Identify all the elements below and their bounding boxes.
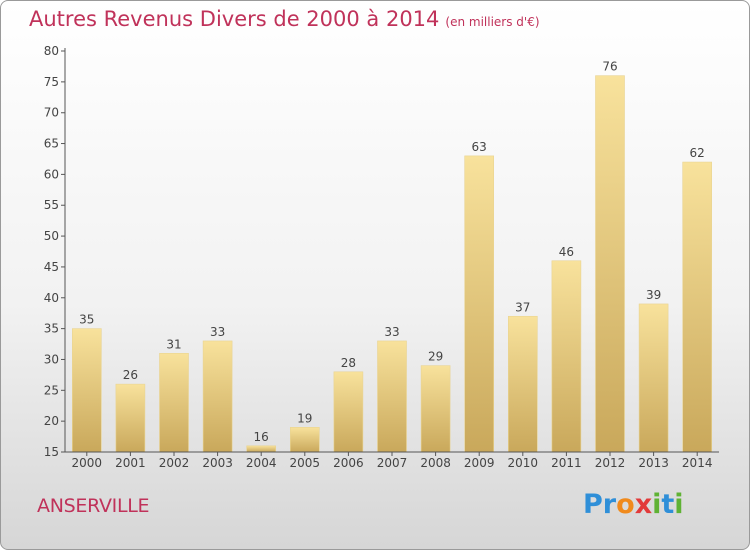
bar-value-label: 63 bbox=[472, 140, 487, 154]
x-tick-label: 2007 bbox=[377, 456, 408, 470]
bar bbox=[159, 352, 189, 453]
bar-value-label: 35 bbox=[79, 313, 94, 327]
y-tick-label: 45 bbox=[44, 260, 59, 274]
logo-letter: P bbox=[583, 489, 603, 520]
y-tick-label: 55 bbox=[44, 198, 59, 212]
bar bbox=[551, 260, 582, 453]
bar bbox=[72, 328, 102, 453]
bar bbox=[682, 161, 713, 453]
y-tick-label: 25 bbox=[44, 383, 59, 397]
bar bbox=[507, 315, 538, 453]
bar bbox=[246, 445, 276, 453]
bar-value-label: 37 bbox=[515, 300, 530, 314]
x-tick-label: 2003 bbox=[202, 456, 233, 470]
bar bbox=[638, 303, 669, 453]
bar-value-label: 31 bbox=[166, 337, 181, 351]
bar bbox=[289, 427, 320, 453]
x-tick-label: 2001 bbox=[115, 456, 146, 470]
x-tick-label: 2011 bbox=[551, 456, 582, 470]
bar-value-label: 62 bbox=[690, 146, 705, 160]
y-tick-label: 15 bbox=[44, 445, 59, 459]
y-tick-label: 60 bbox=[44, 167, 59, 181]
y-tick-label: 80 bbox=[44, 44, 59, 58]
y-tick-label: 70 bbox=[44, 106, 59, 120]
y-tick-label: 75 bbox=[44, 75, 59, 89]
bar bbox=[333, 371, 364, 453]
y-tick-label: 30 bbox=[44, 352, 59, 366]
x-tick-label: 2010 bbox=[508, 456, 539, 470]
logo-letter: i bbox=[674, 489, 684, 520]
commune-name: ANSERVILLE bbox=[37, 495, 150, 517]
x-tick-label: 2008 bbox=[420, 456, 451, 470]
x-tick-label: 2013 bbox=[638, 456, 669, 470]
bar bbox=[464, 155, 495, 453]
bar-value-label: 16 bbox=[254, 430, 269, 444]
bar-value-label: 29 bbox=[428, 350, 443, 364]
bar-value-label: 28 bbox=[341, 356, 356, 370]
bar-value-label: 19 bbox=[297, 411, 312, 425]
bar bbox=[115, 383, 146, 453]
proxiti-logo: Proxiti bbox=[583, 489, 684, 520]
y-tick-label: 35 bbox=[44, 322, 59, 336]
bar-value-label: 46 bbox=[559, 245, 574, 259]
x-tick-label: 2012 bbox=[595, 456, 626, 470]
bar-value-label: 33 bbox=[384, 325, 399, 339]
x-tick-label: 2000 bbox=[72, 456, 103, 470]
chart-title-text: Autres Revenus Divers de 2000 à 2014 bbox=[29, 7, 440, 31]
y-tick-label: 65 bbox=[44, 137, 59, 151]
y-axis: 15 20 25 30 35 40 45 50 55 60 65 70 75 80 bbox=[44, 44, 66, 459]
y-tick-label: 20 bbox=[44, 414, 59, 428]
bar-value-label: 76 bbox=[602, 60, 617, 74]
logo-letter: t bbox=[661, 489, 675, 520]
bar bbox=[202, 340, 233, 453]
logo-letter: i bbox=[652, 489, 662, 520]
x-tick-label: 2004 bbox=[246, 456, 277, 470]
bar-value-label: 33 bbox=[210, 325, 225, 339]
logo-letter: x bbox=[634, 489, 653, 520]
y-tick-label: 40 bbox=[44, 291, 59, 305]
x-tick-label: 2002 bbox=[159, 456, 190, 470]
y-tick-label: 50 bbox=[44, 229, 59, 243]
bar-value-label: 39 bbox=[646, 288, 661, 302]
chart-unit: (en milliers d'€) bbox=[445, 15, 540, 29]
x-tick-label: 2009 bbox=[464, 456, 495, 470]
bar bbox=[377, 340, 407, 453]
x-axis: 2000 2001 2002 2003 2004 2005 2006 2007 2008 2009… bbox=[65, 451, 719, 470]
bar bbox=[420, 365, 451, 453]
x-tick-label: 2006 bbox=[333, 456, 364, 470]
bar bbox=[595, 75, 625, 453]
logo-letter: r bbox=[602, 489, 617, 520]
x-tick-label: 2005 bbox=[290, 456, 321, 470]
bars-group: 35 26 31 33 16 19 28 33 29 63 37 46 76 39 62 bbox=[72, 60, 713, 453]
chart-title: Autres Revenus Divers de 2000 à 2014 (en … bbox=[29, 7, 540, 31]
bar-value-label: 26 bbox=[123, 368, 138, 382]
x-tick-label: 2014 bbox=[682, 456, 713, 470]
logo-letter: o bbox=[616, 489, 635, 520]
